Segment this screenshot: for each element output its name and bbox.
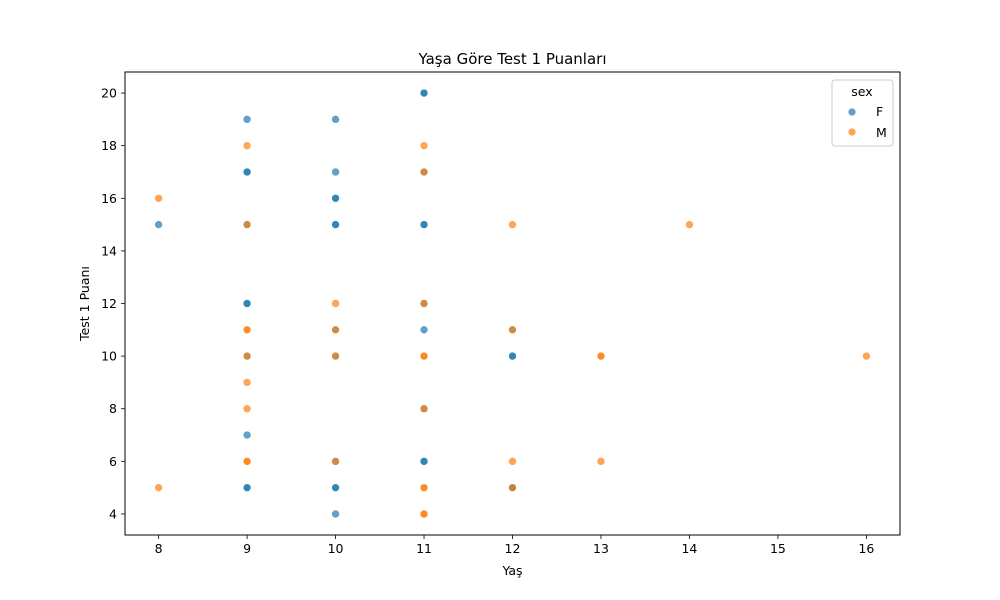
- y-tick-label: 6: [109, 454, 117, 469]
- data-point: [331, 325, 340, 335]
- y-axis-label: Test 1 Puanı: [77, 266, 92, 342]
- data-point: [331, 351, 340, 361]
- x-tick-label: 9: [243, 541, 251, 556]
- data-point: [596, 351, 606, 361]
- data-point: [242, 115, 252, 124]
- data-point: [508, 483, 517, 492]
- data-point: [154, 220, 163, 229]
- data-point: [419, 141, 429, 150]
- data-point: [419, 404, 429, 414]
- x-tick-label: 11: [416, 541, 432, 556]
- data-point: [862, 351, 871, 361]
- data-point: [419, 483, 429, 492]
- data-point: [242, 483, 252, 492]
- data-point: [419, 167, 429, 177]
- data-point: [419, 299, 429, 308]
- data-point: [419, 457, 429, 466]
- data-point: [242, 378, 252, 387]
- x-tick-label: 10: [328, 541, 344, 556]
- x-tick-label: 15: [770, 541, 786, 556]
- data-point: [242, 167, 252, 177]
- x-tick-label: 14: [681, 541, 697, 556]
- data-point: [242, 220, 252, 229]
- data-point: [331, 167, 340, 177]
- data-point: [419, 509, 429, 519]
- x-tick-label: 13: [593, 541, 609, 556]
- plot-area: [124, 71, 901, 536]
- data-point: [419, 88, 429, 98]
- legend-label-m: M: [876, 125, 887, 140]
- data-point: [331, 220, 340, 229]
- data-point: [331, 457, 340, 466]
- chart-title: Yaşa Göre Test 1 Puanları: [418, 50, 607, 68]
- series-m: [154, 141, 871, 519]
- y-tick-label: 14: [101, 243, 117, 258]
- data-point: [508, 325, 517, 335]
- data-point: [242, 430, 252, 440]
- legend-label-f: F: [876, 104, 883, 119]
- x-axis-label: Yaş: [501, 563, 522, 578]
- x-axis: 8 9 10 11 12 13 14 15 16: [155, 535, 874, 556]
- legend-title: sex: [851, 84, 872, 99]
- y-axis: 4 6 8 10 12 14 16 18 20: [101, 86, 125, 521]
- data-point: [685, 220, 694, 229]
- y-tick-label: 4: [109, 506, 117, 521]
- x-tick-label: 16: [858, 541, 874, 556]
- data-point: [419, 325, 429, 335]
- data-point: [331, 509, 340, 519]
- data-point: [508, 457, 517, 466]
- y-tick-label: 16: [101, 191, 117, 206]
- data-point: [331, 483, 340, 492]
- data-point: [242, 457, 252, 466]
- y-tick-label: 8: [109, 401, 117, 416]
- data-point: [242, 141, 252, 150]
- legend-box: [831, 79, 894, 147]
- legend-marker-f: [847, 107, 857, 117]
- y-tick-label: 18: [101, 138, 117, 153]
- points-layer: [154, 88, 871, 519]
- x-tick-label: 12: [505, 541, 521, 556]
- data-point: [154, 483, 163, 492]
- data-point: [508, 351, 517, 361]
- legend-marker-m: [847, 127, 857, 137]
- data-point: [242, 351, 252, 361]
- data-point: [242, 404, 252, 414]
- y-tick-label: 20: [101, 86, 117, 101]
- x-tick-label: 8: [155, 541, 163, 556]
- data-point: [242, 299, 252, 308]
- data-point: [419, 220, 429, 229]
- data-point: [508, 220, 517, 229]
- data-point: [419, 351, 429, 361]
- data-point: [331, 115, 340, 124]
- data-point: [596, 457, 606, 466]
- data-point: [331, 299, 340, 308]
- data-point: [331, 193, 340, 203]
- legend: sex F M: [831, 79, 894, 147]
- data-point: [154, 193, 163, 203]
- y-tick-label: 12: [101, 296, 117, 311]
- data-point: [242, 325, 252, 335]
- y-tick-label: 10: [101, 349, 117, 364]
